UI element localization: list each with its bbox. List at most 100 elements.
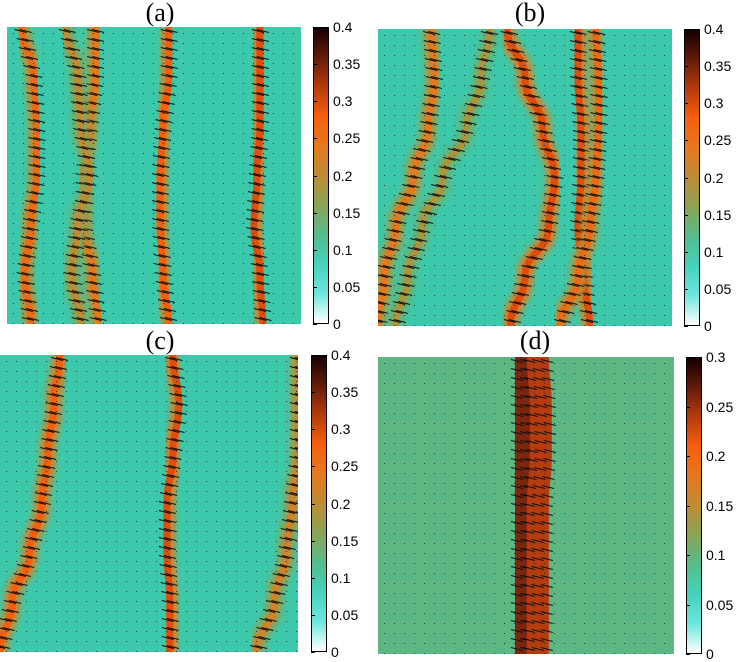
grid-dot: [444, 265, 445, 266]
grid-dot: [23, 263, 24, 264]
grid-dot: [126, 431, 127, 432]
flow-arrow: [594, 57, 607, 63]
grid-dot: [614, 75, 615, 76]
flow-arrow: [20, 235, 34, 241]
grid-dot: [13, 233, 14, 234]
grid-dot: [644, 45, 645, 46]
grid-dot: [153, 293, 154, 294]
grid-dot: [664, 473, 665, 474]
flow-arrow: [27, 109, 40, 115]
colorbar-tick-mark: [313, 27, 317, 28]
grid-dot: [143, 303, 144, 304]
grid-dot: [394, 55, 395, 56]
grid-dot: [484, 463, 485, 464]
grid-dot: [604, 593, 605, 594]
grid-dot: [166, 451, 167, 452]
grid-dot: [263, 83, 264, 84]
grid-dot: [243, 303, 244, 304]
flow-arrow: [252, 235, 265, 241]
grid-dot: [153, 253, 154, 254]
grid-dot: [574, 603, 575, 604]
grid-dot: [554, 623, 555, 624]
grid-dot: [23, 143, 24, 144]
flow-arrow: [67, 46, 81, 52]
flow-arrow: [15, 581, 28, 587]
flow-arrow: [60, 37, 74, 43]
grid-dot: [664, 255, 665, 256]
grid-dot: [103, 323, 104, 324]
grid-dot: [93, 283, 94, 284]
grid-dot: [484, 145, 485, 146]
grid-dot: [524, 75, 525, 76]
flow-arrow: [156, 199, 170, 205]
grid-dot: [263, 123, 264, 124]
flow-arrow: [281, 518, 295, 524]
grid-dot: [444, 653, 445, 654]
flow-arrow: [25, 55, 39, 61]
grid-dot: [424, 315, 425, 316]
grid-dot: [424, 105, 425, 106]
grid-dot: [283, 73, 284, 74]
grid-dot: [384, 493, 385, 494]
grid-dot: [614, 195, 615, 196]
grid-dot: [584, 245, 585, 246]
grid-dot: [504, 503, 505, 504]
grid-dot: [276, 551, 277, 552]
grid-dot: [464, 155, 465, 156]
flow-arrow: [575, 84, 588, 90]
grid-dot: [63, 63, 64, 64]
grid-dot: [243, 183, 244, 184]
grid-dot: [273, 303, 274, 304]
grid-dot: [83, 133, 84, 134]
grid-dot: [604, 75, 605, 76]
grid-dot: [26, 531, 27, 532]
grid-dot: [404, 225, 405, 226]
grid-dot: [206, 451, 207, 452]
colorbar-tick-mark: [684, 288, 688, 290]
flow-arrow: [157, 298, 171, 304]
grid-dot: [213, 123, 214, 124]
grid-dot: [206, 631, 207, 632]
grid-dot: [183, 53, 184, 54]
grid-dot: [46, 631, 47, 632]
grid-dot: [183, 73, 184, 74]
grid-dot: [424, 643, 425, 644]
grid-dot: [43, 63, 44, 64]
grid-dot: [236, 391, 237, 392]
grid-dot: [103, 183, 104, 184]
grid-dot: [223, 143, 224, 144]
flow-arrow: [510, 57, 523, 63]
flow-arrow: [256, 127, 269, 133]
flow-arrow: [158, 554, 172, 560]
grid-dot: [216, 381, 217, 382]
flow-arrow: [285, 491, 298, 497]
flow-arrow: [477, 48, 490, 54]
grid-dot: [454, 195, 455, 196]
grid-dot: [404, 543, 405, 544]
grid-dot: [654, 563, 655, 564]
grid-dot: [96, 471, 97, 472]
grid-dot: [424, 85, 425, 86]
grid-dot: [624, 55, 625, 56]
grid-dot: [253, 123, 254, 124]
grid-dot: [193, 83, 194, 84]
grid-dot: [166, 481, 167, 482]
flow-arrow: [31, 100, 45, 106]
grid-dot: [464, 135, 465, 136]
grid-dot: [594, 553, 595, 554]
grid-dot: [664, 125, 665, 126]
grid-dot: [634, 413, 635, 414]
grid-dot: [574, 245, 575, 246]
grid-dot: [6, 551, 7, 552]
grid-dot: [634, 35, 635, 36]
flow-arrow: [249, 253, 262, 259]
grid-dot: [43, 223, 44, 224]
grid-dot: [464, 473, 465, 474]
grid-dot: [394, 165, 395, 166]
grid-dot: [414, 135, 415, 136]
grid-dot: [384, 363, 385, 364]
grid-dot: [584, 265, 585, 266]
grid-dot: [594, 363, 595, 364]
grid-dot: [564, 155, 565, 156]
grid-dot: [53, 203, 54, 204]
